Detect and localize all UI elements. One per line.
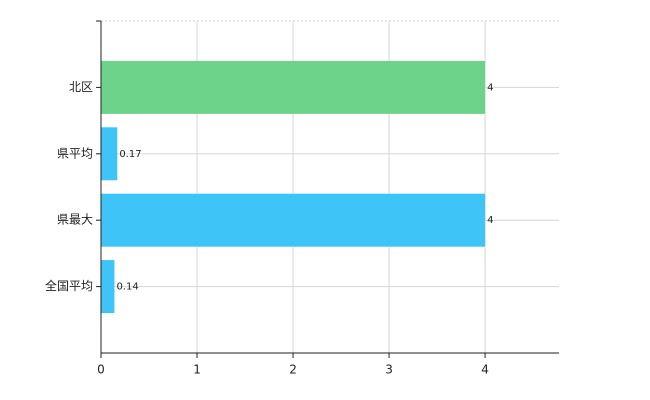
y-tick-label: 県最大 — [57, 213, 93, 227]
bar — [101, 193, 486, 247]
bar — [101, 127, 118, 181]
value-label: 0.17 — [119, 149, 141, 160]
value-label: 4 — [487, 82, 493, 93]
x-tick-label: 2 — [289, 363, 297, 377]
x-tick-label: 4 — [481, 363, 489, 377]
value-label: 0.14 — [116, 282, 138, 293]
y-tick-label: 県平均 — [57, 146, 93, 160]
bar — [101, 260, 115, 314]
value-label: 4 — [487, 215, 493, 226]
x-tick-label: 3 — [385, 363, 393, 377]
y-tick-label: 北区 — [69, 80, 93, 94]
x-tick-label: 1 — [193, 363, 201, 377]
y-tick-label: 全国平均 — [45, 278, 93, 293]
bar — [101, 60, 486, 114]
x-tick-label: 0 — [97, 363, 105, 377]
